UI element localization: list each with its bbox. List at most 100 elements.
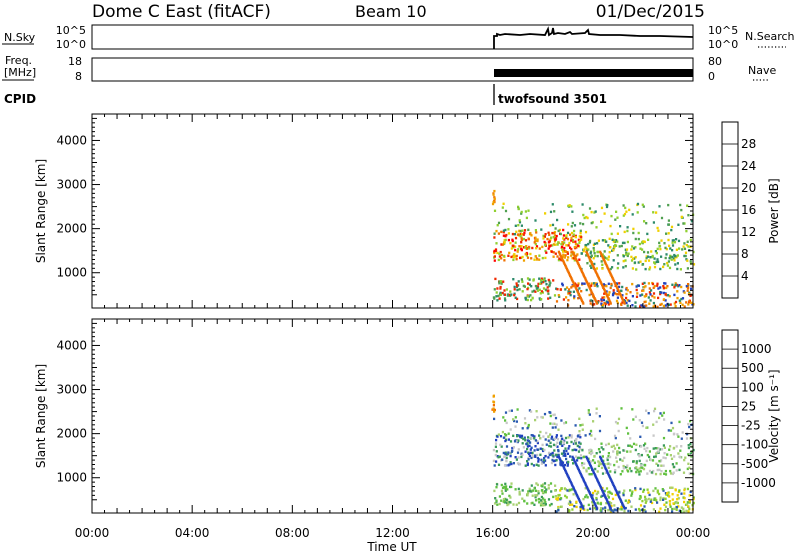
echo-cell bbox=[622, 255, 625, 258]
echo-cell bbox=[673, 507, 676, 510]
echo-cell bbox=[588, 207, 592, 210]
echo-cell bbox=[687, 505, 690, 508]
echo-cell bbox=[599, 252, 602, 255]
nsky-tick-high: 10^5 bbox=[56, 24, 86, 37]
echo-cell bbox=[646, 472, 649, 475]
echo-cell bbox=[688, 507, 691, 511]
echo-cell bbox=[493, 209, 497, 212]
echo-cell bbox=[566, 269, 569, 272]
echo-cell bbox=[596, 501, 599, 504]
echo-cell bbox=[560, 257, 564, 260]
echo-cell bbox=[543, 412, 547, 416]
echo-cell bbox=[673, 241, 677, 244]
echo-cell bbox=[575, 492, 578, 496]
echo-cell bbox=[600, 458, 603, 461]
echo-cell bbox=[521, 497, 524, 500]
echo-cell bbox=[652, 292, 656, 295]
echo-cell bbox=[613, 246, 616, 249]
echo-cell bbox=[612, 278, 615, 281]
echo-cell bbox=[589, 252, 592, 255]
echo-cell bbox=[503, 241, 506, 244]
echo-cell bbox=[494, 497, 497, 500]
echo-cell bbox=[581, 449, 584, 452]
echo-cell bbox=[596, 470, 599, 473]
echo-cell bbox=[539, 447, 542, 450]
echo-cell bbox=[644, 510, 647, 513]
echo-cell bbox=[677, 239, 681, 243]
echo-cell bbox=[604, 508, 607, 511]
echo-cell bbox=[557, 494, 560, 497]
echo-cell bbox=[638, 467, 641, 470]
echo-cell bbox=[562, 440, 565, 443]
echo-cell bbox=[619, 293, 622, 296]
echo-cell bbox=[677, 435, 680, 438]
echo-cell bbox=[523, 417, 527, 420]
echo-cell bbox=[557, 229, 560, 233]
echo-cell bbox=[613, 504, 616, 507]
echo-cell bbox=[660, 255, 663, 258]
echo-cell bbox=[547, 456, 550, 459]
echo-cell bbox=[497, 463, 501, 466]
echo-cell bbox=[644, 464, 647, 467]
echo-cell bbox=[612, 450, 615, 453]
echo-cell bbox=[526, 295, 529, 298]
echo-cell bbox=[561, 258, 564, 261]
x-tick-label: 12:00 bbox=[375, 526, 410, 540]
echo-cell bbox=[688, 501, 691, 504]
echo-cell bbox=[502, 498, 505, 501]
echo-cell bbox=[564, 494, 567, 498]
echo-cell bbox=[493, 408, 496, 412]
echo-cell bbox=[573, 295, 576, 298]
echo-cell bbox=[656, 305, 659, 309]
echo-cell bbox=[679, 301, 682, 304]
echo-cell bbox=[531, 453, 534, 457]
echo-cell bbox=[641, 203, 644, 206]
echo-cell bbox=[601, 507, 604, 510]
echo-cell bbox=[584, 487, 587, 490]
echo-cell bbox=[672, 447, 675, 450]
echo-cell bbox=[573, 246, 576, 249]
echo-cell bbox=[626, 299, 629, 302]
echo-cell bbox=[602, 283, 605, 286]
echo-cell bbox=[606, 266, 609, 269]
echo-cell bbox=[522, 446, 525, 449]
velocity-xticks bbox=[91, 319, 694, 513]
echo-cell bbox=[588, 432, 591, 436]
echo-cell bbox=[554, 243, 557, 246]
echo-cell bbox=[619, 473, 622, 476]
echo-cell bbox=[548, 284, 551, 287]
echo-cell bbox=[601, 494, 604, 497]
echo-cell bbox=[601, 256, 604, 259]
echo-cell bbox=[664, 456, 667, 460]
echo-cell bbox=[683, 247, 687, 250]
echo-cell bbox=[595, 452, 598, 455]
echo-cell bbox=[553, 422, 556, 425]
echo-cell bbox=[594, 504, 597, 507]
echo-cell bbox=[643, 240, 646, 244]
echo-cell bbox=[530, 446, 533, 449]
echo-cell bbox=[595, 412, 598, 415]
echo-cell bbox=[557, 294, 560, 297]
echo-cell bbox=[634, 508, 637, 511]
echo-cell bbox=[520, 278, 523, 281]
echo-cell bbox=[645, 449, 648, 453]
echo-cell bbox=[520, 245, 523, 248]
echo-cell bbox=[624, 499, 627, 502]
echo-cell bbox=[521, 290, 524, 293]
echo-cell bbox=[568, 204, 571, 207]
echo-cell bbox=[687, 292, 691, 296]
echo-cell bbox=[627, 252, 630, 255]
echo-cell bbox=[515, 440, 518, 443]
echo-cell bbox=[639, 504, 643, 507]
echo-cell bbox=[565, 244, 568, 247]
echo-cell bbox=[543, 486, 546, 489]
echo-cell bbox=[570, 483, 574, 486]
echo-cell bbox=[504, 452, 507, 456]
echo-cell bbox=[544, 233, 547, 236]
echo-cell bbox=[584, 278, 587, 281]
echo-cell bbox=[664, 469, 667, 473]
echo-cell bbox=[553, 234, 556, 237]
echo-cell bbox=[528, 487, 531, 490]
echo-cell bbox=[541, 500, 544, 503]
